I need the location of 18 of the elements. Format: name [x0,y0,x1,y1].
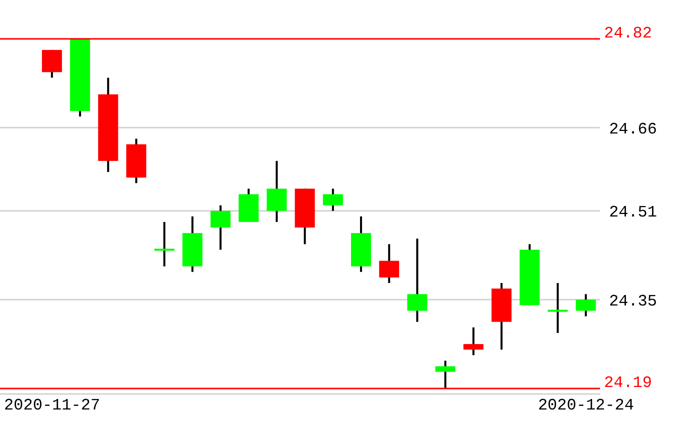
x-tick-label: 2020-12-24 [538,396,634,414]
candlestick [322,188,343,212]
ref-line-label: 24.82 [604,24,652,43]
ref-line-label: 24.19 [604,374,652,392]
candlestick [266,160,287,223]
candlestick [435,360,456,390]
candlestick [407,238,428,323]
candlestick [548,282,568,334]
candlestick [154,220,174,268]
y-tick-label: 24.66 [609,120,658,138]
y-tick-label: 24.35 [609,292,658,310]
x-tick-label: 2020-11-27 [4,396,100,414]
candlestick [576,293,596,318]
candlestick [379,243,400,284]
y-tick-label: 24.51 [609,204,658,222]
candlestick [463,326,484,356]
candlestick [42,48,62,79]
candlestick [210,204,231,251]
